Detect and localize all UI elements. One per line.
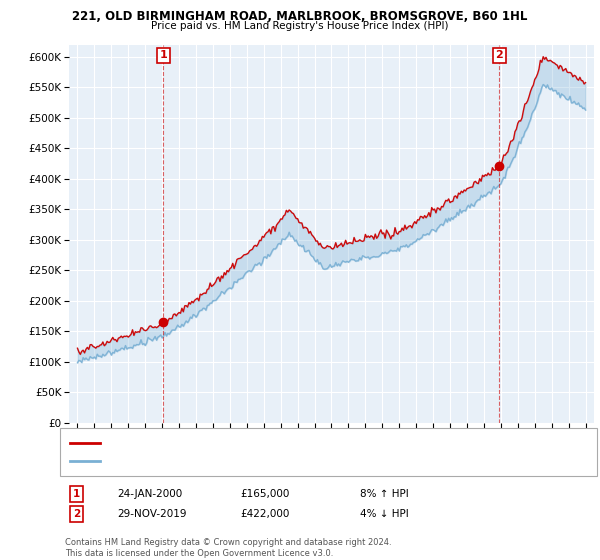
Text: 24-JAN-2000: 24-JAN-2000 xyxy=(117,489,182,499)
Text: HPI: Average price, detached house, Bromsgrove: HPI: Average price, detached house, Brom… xyxy=(106,457,340,466)
Text: 2: 2 xyxy=(496,50,503,60)
Text: 8% ↑ HPI: 8% ↑ HPI xyxy=(360,489,409,499)
Text: 2: 2 xyxy=(73,509,80,519)
Text: Contains HM Land Registry data © Crown copyright and database right 2024.
This d: Contains HM Land Registry data © Crown c… xyxy=(65,538,391,558)
Text: £165,000: £165,000 xyxy=(240,489,289,499)
Text: £422,000: £422,000 xyxy=(240,509,289,519)
Text: 1: 1 xyxy=(73,489,80,499)
Text: Price paid vs. HM Land Registry's House Price Index (HPI): Price paid vs. HM Land Registry's House … xyxy=(151,21,449,31)
Text: 221, OLD BIRMINGHAM ROAD, MARLBROOK, BROMSGROVE, B60 1HL (detached house): 221, OLD BIRMINGHAM ROAD, MARLBROOK, BRO… xyxy=(106,438,519,447)
Text: 29-NOV-2019: 29-NOV-2019 xyxy=(117,509,187,519)
Text: 1: 1 xyxy=(160,50,167,60)
Text: 221, OLD BIRMINGHAM ROAD, MARLBROOK, BROMSGROVE, B60 1HL: 221, OLD BIRMINGHAM ROAD, MARLBROOK, BRO… xyxy=(73,10,527,22)
Text: 4% ↓ HPI: 4% ↓ HPI xyxy=(360,509,409,519)
